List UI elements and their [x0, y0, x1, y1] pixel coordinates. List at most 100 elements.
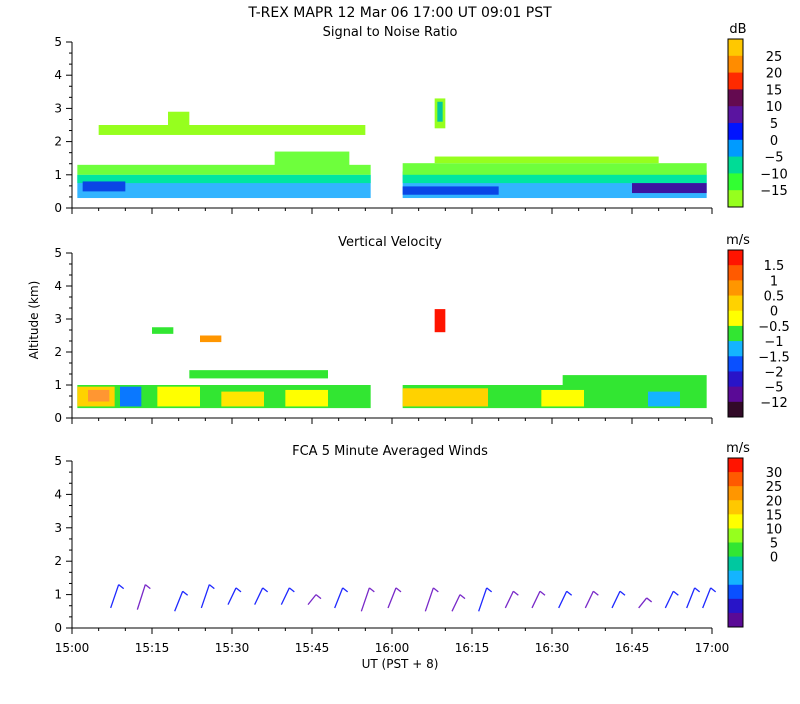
colorbar-swatch	[728, 570, 743, 586]
wind-barb-22	[686, 587, 696, 609]
data-region-15	[562, 375, 707, 385]
wind-barb-flag-4	[208, 584, 215, 590]
colorbar-label: 15	[766, 83, 783, 98]
wind-barb-flag-19	[619, 590, 626, 596]
y-tick-label: 1	[54, 168, 62, 182]
wind-barb-flag-18	[592, 590, 599, 596]
colorbar-label: −15	[760, 184, 787, 199]
data-region-13	[434, 156, 659, 164]
colorbar-swatch	[728, 139, 743, 158]
wind-barb-4	[200, 584, 210, 609]
y-tick-label: 4	[54, 487, 62, 501]
x-tick-label: 16:00	[375, 641, 410, 655]
data-region-16	[434, 309, 446, 333]
wind-barb-15	[504, 590, 514, 609]
y-tick-label: 1	[54, 378, 62, 392]
y-tick-label: 3	[54, 101, 62, 115]
data-region-7	[274, 151, 350, 169]
x-tick-label: 16:30	[535, 641, 570, 655]
wind-barb-5	[227, 587, 237, 605]
data-region-12	[632, 183, 707, 194]
wind-barb-flag-2	[144, 584, 151, 590]
x-tick-label: 15:45	[295, 641, 330, 655]
data-region-3	[88, 389, 110, 402]
colorbar-swatch	[728, 458, 743, 473]
wind-barb-12	[424, 587, 434, 612]
data-region-10	[200, 335, 222, 343]
colorbar-label: −5	[764, 151, 783, 166]
colorbar-swatch	[728, 356, 743, 372]
colorbar-label: −0.5	[758, 320, 790, 335]
wind-barb-flag-10	[368, 587, 375, 593]
colorbar-unit: m/s	[726, 233, 750, 248]
colorbar-swatch	[728, 500, 743, 515]
colorbar-swatch	[728, 371, 743, 388]
data-region-11	[402, 186, 499, 195]
colorbar-label: 10	[766, 522, 783, 537]
y-axis-label: Altitude (km)	[27, 281, 41, 360]
wind-barb-19	[611, 590, 621, 609]
main-title: T-REX MAPR 12 Mar 06 17:00 UT 09:01 PST	[247, 5, 552, 21]
wind-barb-20	[638, 597, 648, 609]
wind-barb-flag-6	[262, 587, 269, 593]
colorbar-label: −1.5	[758, 350, 790, 365]
colorbar-label: 1	[770, 274, 778, 289]
data-region-6	[221, 391, 264, 407]
y-tick-label: 2	[54, 135, 62, 149]
colorbar-swatch	[728, 386, 743, 403]
colorbar-swatch	[728, 310, 743, 327]
colorbar-swatch	[728, 542, 743, 558]
colorbar-label: 10	[766, 100, 783, 115]
wind-barb-13	[451, 594, 461, 612]
colorbar-swatch	[728, 528, 743, 543]
colorbar-frame	[727, 249, 744, 418]
wind-barb-11	[387, 587, 397, 609]
colorbar-unit: m/s	[726, 441, 750, 456]
colorbar-label: 0	[770, 551, 778, 566]
y-tick-label: 0	[54, 621, 62, 635]
colorbar-swatch	[728, 341, 743, 357]
y-tick-label: 5	[54, 454, 62, 468]
y-tick-label: 1	[54, 588, 62, 602]
data-region-2	[77, 174, 371, 184]
y-tick-label: 2	[54, 345, 62, 359]
colorbar-swatch	[728, 250, 743, 266]
colorbar-label: 0	[770, 305, 778, 320]
data-region-9	[402, 171, 707, 184]
data-region-14	[648, 391, 680, 407]
colorbar-frame	[727, 38, 744, 208]
wind-barb-8	[307, 594, 317, 606]
colorbar-swatch	[728, 295, 743, 312]
y-tick-label: 4	[54, 68, 62, 82]
panel-title: Signal to Noise Ratio	[323, 25, 458, 40]
data-region-3	[77, 164, 371, 175]
colorbar-swatch	[728, 106, 743, 124]
colorbar-swatch	[728, 401, 743, 418]
wind-barb-16	[531, 590, 541, 609]
wind-barb-flag-22	[694, 587, 701, 593]
wind-barb-2	[136, 584, 146, 610]
colorbar-frame	[727, 457, 744, 628]
data-region-4	[82, 181, 126, 192]
y-tick-label: 5	[54, 35, 62, 49]
y-tick-label: 3	[54, 312, 62, 326]
wind-barb-flag-15	[512, 590, 519, 596]
colorbar-label: 20	[766, 67, 783, 82]
wind-barb-18	[584, 590, 594, 609]
data-region-4	[120, 386, 142, 407]
x-tick-label: 15:30	[215, 641, 250, 655]
data-region-5	[98, 125, 366, 135]
wind-barb-10	[360, 587, 370, 612]
wind-barb-7	[280, 587, 290, 605]
wind-barb-flag-11	[395, 587, 402, 593]
colorbar-label: 5	[770, 117, 778, 132]
colorbar-label: −5	[764, 381, 783, 396]
colorbar-swatch	[728, 556, 743, 572]
colorbar-swatch	[728, 280, 743, 297]
wind-barb-14	[478, 587, 488, 612]
wind-barb-23	[702, 587, 712, 609]
y-tick-label: 0	[54, 201, 62, 215]
wind-barb-flag-20	[646, 597, 653, 603]
y-tick-label: 5	[54, 246, 62, 260]
